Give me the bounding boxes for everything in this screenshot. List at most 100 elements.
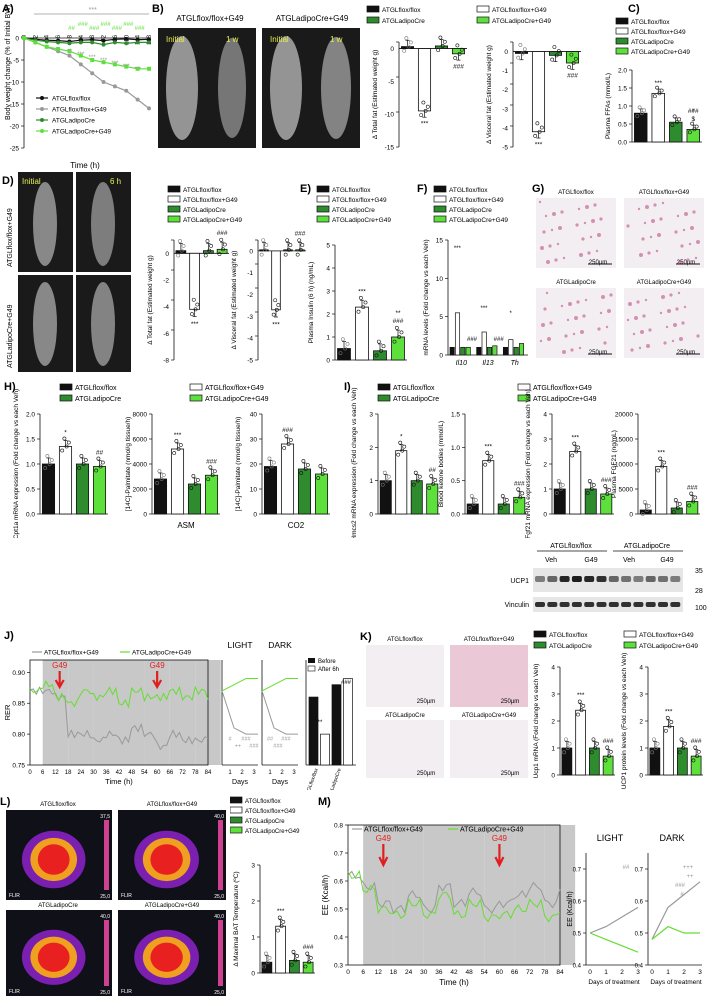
- k-scale-4: 250µm: [501, 771, 519, 777]
- d2-point-0-0: [259, 252, 264, 257]
- panel-h-charts: H) ATGLflox/flox ATGLflox/flox+G49 ATGLadip…: [4, 381, 330, 538]
- wb-ucp1-band-3: [571, 576, 582, 582]
- b1-point-0-1: [404, 36, 409, 41]
- h1-point-3-2: [210, 473, 215, 478]
- j-xtick-label-1: 6: [41, 770, 45, 776]
- h-legend-label-1: ATGLflox/flox+G49: [205, 385, 264, 392]
- k1-point-2-2: [593, 746, 598, 750]
- b2-point-0-3: [522, 47, 527, 52]
- i0-sig-0: *: [400, 434, 403, 441]
- m-dark-xlabel: Days of treatment: [650, 979, 701, 986]
- g-cell-1-17: [690, 226, 694, 230]
- g-cell-1-14: [651, 219, 655, 223]
- h0-point-1-1: [62, 436, 67, 441]
- k2-point-2-2: [681, 746, 686, 750]
- j-xtick-label-4: 24: [78, 770, 85, 776]
- k-image-2: [450, 645, 528, 707]
- g-scale-1: 250µm: [589, 260, 607, 266]
- g-cell-0-3: [577, 207, 581, 211]
- k1-sig-1: ###: [603, 738, 614, 745]
- a-xtick-label-7: 72: [102, 34, 108, 41]
- j-xtick-label-13: 78: [192, 770, 199, 776]
- g-cell-2-1: [597, 327, 601, 331]
- i1-point-3-1: [516, 487, 521, 492]
- k2-point-2-3: [683, 741, 687, 746]
- h-legend-swatch-0: [59, 383, 73, 391]
- c-point-0-0: [635, 114, 640, 118]
- a-point-2-4: [67, 41, 72, 46]
- h2-point-0-2: [269, 464, 274, 469]
- b2-point-2-0: [550, 57, 555, 62]
- mri-d-side-1: ATGLflox/flox+G49: [7, 208, 14, 267]
- a-sig-grey-5: ***: [123, 64, 131, 70]
- j-dark-cre-line: [261, 678, 298, 692]
- f-ytick-label-1: 5: [439, 314, 443, 321]
- a-point-1-10: [135, 97, 140, 102]
- k1-point-0-2: [565, 746, 570, 750]
- g-cell-0-25: [599, 217, 603, 221]
- m-light-day-tick-1: 1: [604, 969, 608, 976]
- g-title-1: ATGLflox/flox: [558, 190, 594, 196]
- m-ytick-label-0: 0.3: [334, 963, 343, 970]
- l-legend-swatch-0: [230, 796, 243, 804]
- m-dark-day-tick-3: 3: [698, 969, 702, 976]
- g-image-2: [624, 198, 704, 268]
- h1-point-1-1: [174, 439, 179, 443]
- panel-c-letter: C): [628, 3, 640, 15]
- h0-point-1-2: [64, 444, 69, 449]
- wb-vinculin-band-2: [559, 602, 570, 607]
- g-cell-0-20: [558, 226, 562, 230]
- a-legend-label-2: ATGLadipoCre: [52, 118, 95, 125]
- m-dark-ytick-label-3: 0.7: [635, 868, 644, 874]
- d1-point-1-3: [195, 302, 200, 307]
- g-cell-0-6: [544, 214, 548, 218]
- c-legend-swatch-3: [615, 47, 629, 55]
- i3-sig-0: ***: [657, 450, 665, 457]
- k1-point-1-0: [576, 712, 580, 717]
- j-dark-day-tick-1: 2: [280, 770, 284, 776]
- l-legend-label-1: ATGLflox/flox+G49: [245, 809, 296, 815]
- b-legend-swatch-0: [366, 5, 380, 13]
- f-legend-swatch-0: [433, 185, 447, 193]
- g-cell-0-8: [546, 260, 550, 264]
- a-point-1-6: [90, 71, 95, 76]
- d1-point-3-3: [222, 242, 227, 247]
- d2-ytick-label-4: -4: [247, 336, 253, 343]
- f-bar-1-0: [476, 346, 482, 356]
- k2-ytick-label-4: 4: [639, 665, 643, 672]
- k2-point-0-2: [653, 746, 658, 750]
- a-legend-label-0: ATGLflox/flox: [52, 96, 91, 103]
- d2-ytick-label-5: -5: [247, 358, 253, 365]
- f-bar-1-2: [486, 346, 493, 356]
- i0-point-3-1: [429, 474, 434, 478]
- f-gene-label-2: Th: [511, 360, 519, 367]
- b1-sig-0: ***: [421, 121, 429, 128]
- i3-point-2-0: [671, 510, 676, 514]
- g-cell-0-9: [583, 221, 587, 225]
- d1-point-3-2: [221, 247, 225, 252]
- m-small-ylabel: EE (Kcal/h): [567, 891, 574, 926]
- d1-point-2-0: [203, 253, 208, 258]
- a-point-2-10: [135, 40, 140, 45]
- h0-ytick-label-0: 0.0: [26, 512, 35, 519]
- h-legend-label-2: ATGLadipoCre: [75, 396, 121, 403]
- g-scale-4: 250µm: [677, 350, 695, 356]
- e-ytick-label-0: 0: [326, 358, 330, 365]
- l-ytick-label-1: 1: [251, 935, 255, 942]
- m-dark-day-tick-0: 0: [650, 969, 654, 976]
- j-ytick-label-3: 0.90: [12, 670, 25, 677]
- m-xtick-label-9: 54: [481, 969, 489, 976]
- i0-point-0-1: [382, 470, 387, 475]
- g-cell-3-1: [696, 334, 700, 338]
- i1-point-2-0: [498, 506, 503, 510]
- k1-point-3-0: [603, 758, 608, 763]
- m-light-ytick-label-3: 0.7: [573, 868, 582, 874]
- c-bar-1: [651, 93, 665, 143]
- g-cell-1-9: [682, 228, 686, 232]
- panel-h-letter: H): [4, 381, 16, 393]
- d2-sig-1: ###: [295, 230, 306, 237]
- j-xtick-label-9: 54: [141, 770, 148, 776]
- c-sig-2: *: [692, 108, 695, 115]
- b2-point-3-3: [573, 56, 578, 61]
- i2-bar-2: [584, 488, 597, 515]
